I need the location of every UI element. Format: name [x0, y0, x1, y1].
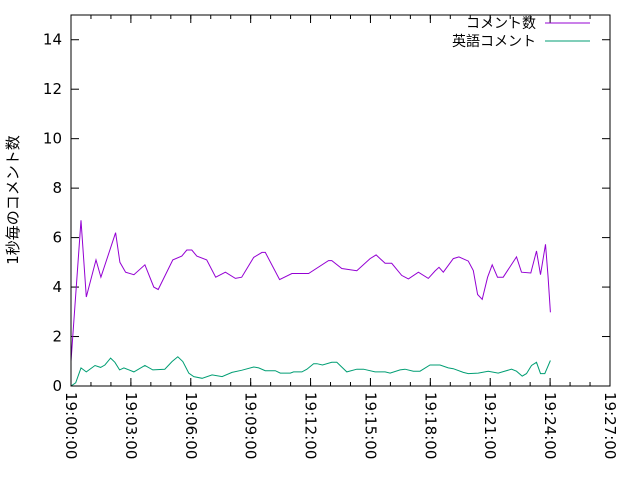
ticks: 0 2 4 6 8 10 12 14 19:00:00 19:03:00 19:06:00 19:09… [43, 15, 619, 459]
y-tick-label: 4 [52, 278, 62, 296]
legend-label-1: 英語コメント [452, 33, 536, 50]
x-tick-label: 19:00:00 [62, 392, 80, 459]
legend-label-0: コメント数 [466, 16, 536, 32]
legend: コメント数 英語コメント [452, 16, 590, 50]
x-tick-label: 19:15:00 [361, 392, 379, 459]
series-line-1 [70, 356, 551, 387]
x-tick-label: 19:09:00 [242, 392, 260, 459]
x-tick-label: 19:06:00 [182, 392, 200, 459]
x-tick-label: 19:24:00 [541, 392, 559, 459]
x-tick-label: 19:27:00 [601, 392, 619, 459]
series-lines [70, 220, 551, 387]
y-tick-label: 8 [52, 179, 62, 197]
y-tick-label: 2 [52, 328, 62, 346]
plot-border [70, 14, 611, 387]
series-line-0 [70, 220, 551, 362]
y-tick-label: 10 [43, 130, 62, 148]
y-tick-label: 0 [52, 377, 62, 395]
x-tick-label: 19:21:00 [481, 392, 499, 459]
y-tick-label: 12 [43, 80, 62, 98]
x-tick-label: 19:03:00 [122, 392, 140, 459]
y-axis-label: 1秒毎のコメント数 [4, 135, 22, 265]
x-tick-label: 19:18:00 [421, 392, 439, 459]
y-tick-label: 14 [43, 31, 62, 49]
y-tick-label: 6 [52, 229, 62, 247]
x-tick-label: 19:12:00 [302, 392, 320, 459]
